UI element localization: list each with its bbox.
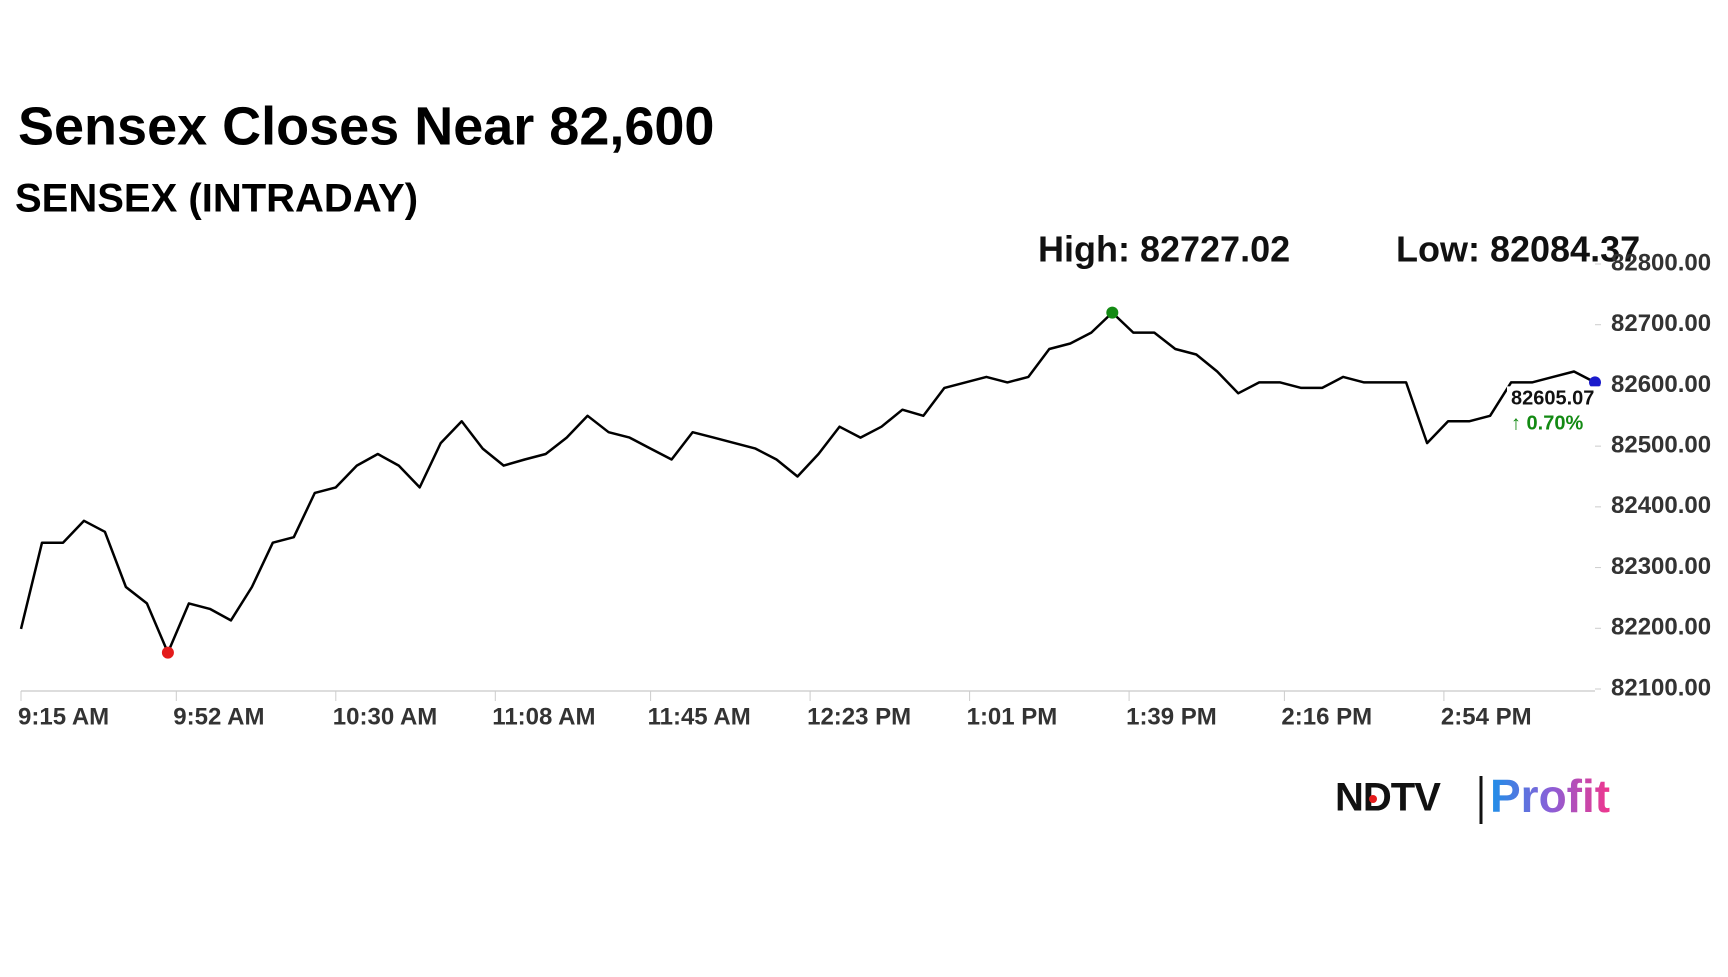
chart-title: Sensex Closes Near 82,600 <box>18 96 714 156</box>
y-tick-label: 82200.00 <box>1611 614 1711 641</box>
y-tick-label: 82400.00 <box>1611 492 1711 519</box>
y-tick-label: 82700.00 <box>1611 310 1711 337</box>
x-tick-label: 12:23 PM <box>807 703 911 730</box>
y-tick-label: 82300.00 <box>1611 553 1711 580</box>
y-tick-label: 82500.00 <box>1611 431 1711 458</box>
x-tick-label: 9:15 AM <box>18 703 109 730</box>
logo-profit: Profit <box>1490 770 1610 822</box>
last-value-label: 82605.07 <box>1511 388 1594 410</box>
y-tick-label: 82600.00 <box>1611 371 1711 398</box>
price-line <box>19 311 1596 654</box>
low-dot <box>161 646 174 659</box>
x-tick-label: 2:16 PM <box>1281 703 1372 730</box>
low-label: Low: 82084.37 <box>1396 229 1640 270</box>
y-tick-label: 82100.00 <box>1611 674 1711 701</box>
x-tick-label: 10:30 AM <box>333 703 437 730</box>
last-label-bg <box>1507 386 1603 439</box>
x-tick-label: 11:45 AM <box>648 703 751 730</box>
high-label: High: 82727.02 <box>1038 229 1290 270</box>
last-dot <box>1589 376 1601 389</box>
x-tick-label: 11:08 AM <box>492 703 595 730</box>
high-dot <box>1106 306 1119 319</box>
logo: NDTV Profit <box>1335 770 1610 824</box>
logo-dot <box>1369 795 1377 803</box>
x-tick-label: 9:52 AM <box>173 703 264 730</box>
chart-subtitle: SENSEX (INTRADAY) <box>15 177 418 221</box>
x-tick-label: 2:54 PM <box>1441 703 1532 730</box>
change-label: ↑ 0.70% <box>1511 413 1583 435</box>
x-tick-label: 1:39 PM <box>1126 703 1217 730</box>
x-tick-label: 1:01 PM <box>967 703 1058 730</box>
y-tick-label: 82800.00 <box>1611 249 1711 276</box>
logo-ndtv: NDTV <box>1335 776 1441 820</box>
